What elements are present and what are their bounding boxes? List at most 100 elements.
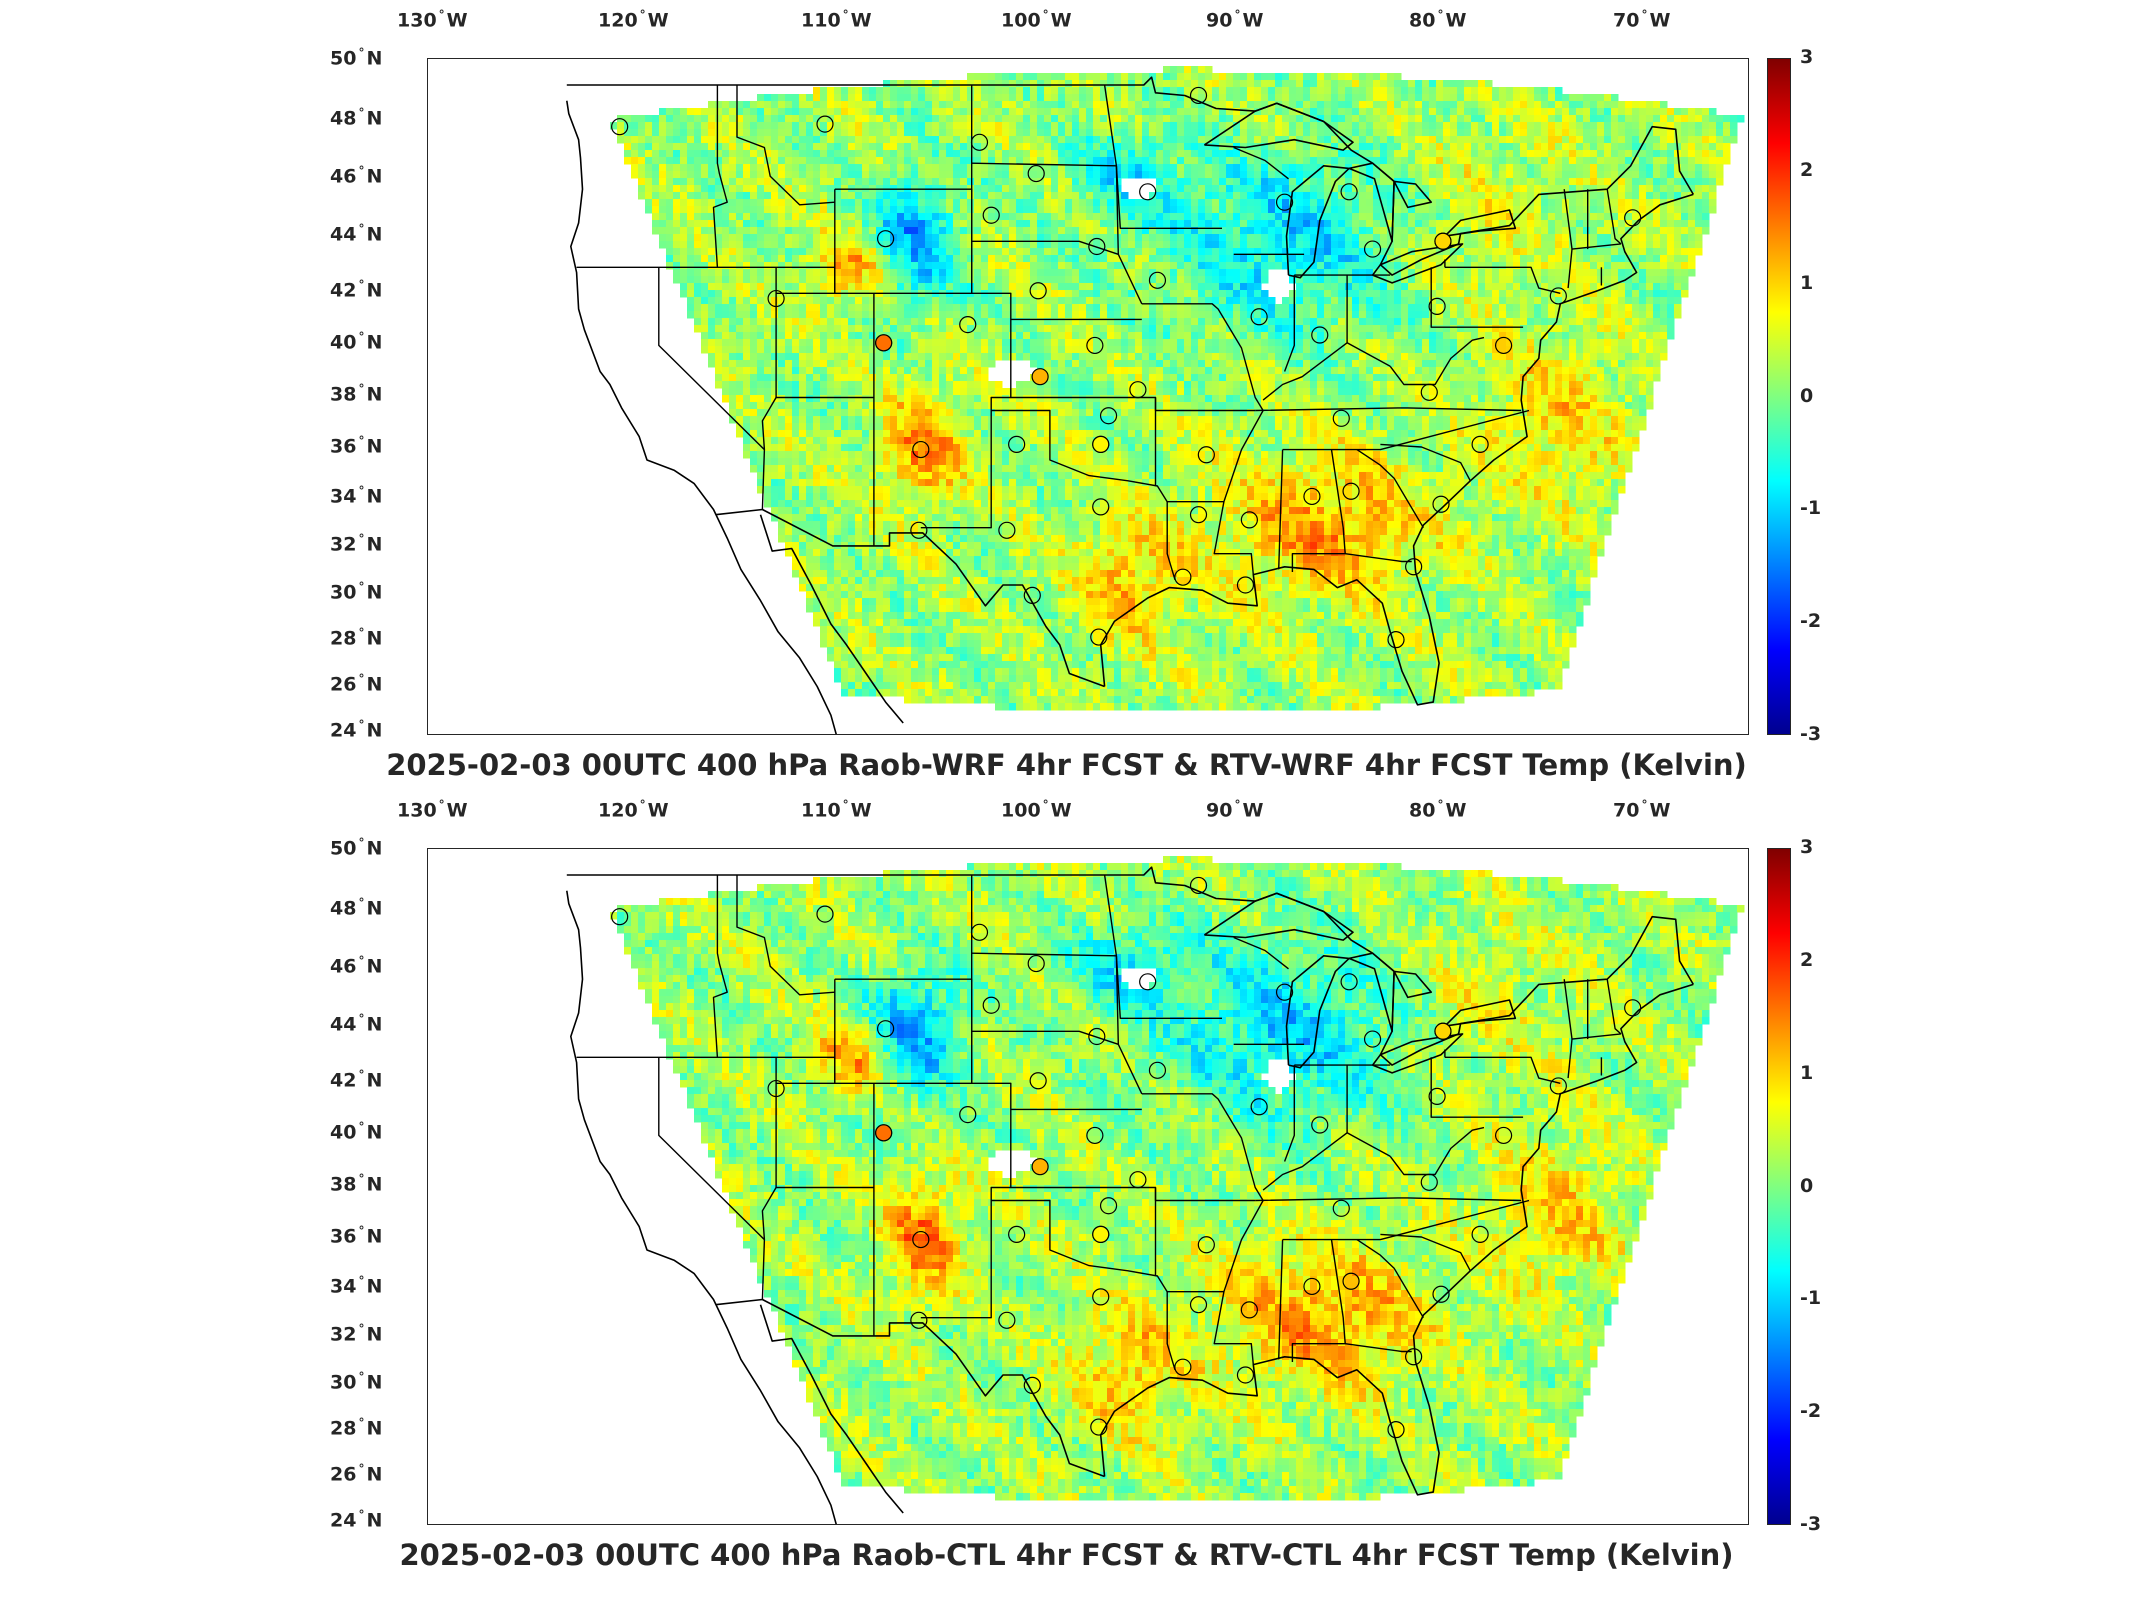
field-cell (736, 157, 744, 165)
field-cell (1401, 255, 1409, 263)
field-cell (820, 283, 828, 291)
field-cell (855, 129, 863, 137)
field-cell (1583, 136, 1591, 144)
field-cell (813, 199, 821, 207)
field-cell (1604, 136, 1612, 144)
field-cell (1513, 206, 1521, 214)
field-cell (1023, 248, 1031, 256)
field-cell (1240, 297, 1248, 305)
field-cell (1457, 227, 1465, 235)
field-cell (694, 213, 702, 221)
field-cell (1534, 178, 1542, 186)
field-cell (1653, 227, 1661, 235)
lat-tick-label: 24 ° N (330, 718, 382, 741)
field-cell (1303, 227, 1311, 235)
field-cell (1492, 150, 1500, 158)
field-cell (1611, 94, 1619, 102)
field-cell (694, 227, 702, 235)
field-cell (729, 220, 737, 228)
field-cell (778, 248, 786, 256)
field-cell (1730, 115, 1738, 123)
field-cell (1268, 94, 1276, 102)
field-cell (1660, 150, 1668, 158)
field-cell (1485, 80, 1493, 88)
field-cell (1548, 241, 1556, 249)
field-cell (1408, 234, 1416, 242)
field-cell (1247, 122, 1255, 130)
field-cell (1226, 122, 1234, 130)
field-cell (1331, 150, 1339, 158)
field-cell (1079, 206, 1087, 214)
field-cell (932, 304, 940, 312)
field-cell (785, 143, 793, 151)
field-cell (1261, 136, 1269, 144)
field-cell (1121, 171, 1129, 179)
field-cell (1436, 276, 1444, 284)
field-cell (1478, 129, 1486, 137)
field-cell (1184, 80, 1192, 88)
field-cell (1009, 241, 1017, 249)
field-cell (1492, 213, 1500, 221)
field-cell (1233, 199, 1241, 207)
field-cell (708, 255, 716, 263)
field-cell (1632, 108, 1640, 116)
field-cell (1443, 143, 1451, 151)
field-cell (764, 108, 772, 116)
field-cell (1681, 199, 1689, 207)
field-cell (869, 227, 877, 235)
field-cell (1037, 199, 1045, 207)
field-cell (876, 276, 884, 284)
field-cell (1324, 206, 1332, 214)
field-cell (1149, 143, 1157, 151)
field-cell (624, 136, 632, 144)
field-cell (1107, 115, 1115, 123)
field-cell (1450, 283, 1458, 291)
field-cell (876, 283, 884, 291)
field-cell (1625, 108, 1633, 116)
field-cell (1086, 297, 1094, 305)
field-cell (1261, 150, 1269, 158)
field-cell (1667, 171, 1675, 179)
field-cell (841, 297, 849, 305)
field-cell (1450, 255, 1458, 263)
field-cell (1478, 262, 1486, 270)
field-cell (1478, 241, 1486, 249)
field-cell (1254, 150, 1262, 158)
field-cell (1576, 269, 1584, 277)
field-cell (1184, 241, 1192, 249)
field-cell (1506, 164, 1514, 172)
field-cell (1058, 262, 1066, 270)
field-cell (1247, 185, 1255, 193)
field-cell (1345, 157, 1353, 165)
field-cell (1142, 143, 1150, 151)
field-cell (1569, 178, 1577, 186)
field-cell (1149, 129, 1157, 137)
field-cell (813, 157, 821, 165)
field-cell (1639, 129, 1647, 137)
field-cell (1380, 304, 1388, 312)
field-cell (925, 108, 933, 116)
field-cell (1254, 115, 1262, 123)
field-cell (701, 227, 709, 235)
field-cell (694, 192, 702, 200)
field-cell (750, 101, 758, 109)
field-cell (1030, 220, 1038, 228)
field-cell (1254, 276, 1262, 284)
field-cell (1191, 234, 1199, 242)
field-cell (1401, 101, 1409, 109)
field-cell (848, 206, 856, 214)
field-cell (1541, 297, 1549, 305)
field-cell (1086, 129, 1094, 137)
field-cell (1030, 283, 1038, 291)
field-cell (834, 115, 842, 123)
field-cell (1226, 276, 1234, 284)
field-cell (1443, 122, 1451, 130)
field-cell (904, 122, 912, 130)
field-cell (1373, 262, 1381, 270)
field-cell (1310, 213, 1318, 221)
field-cell (1485, 192, 1493, 200)
field-cell (1093, 283, 1101, 291)
field-cell (715, 276, 723, 284)
field-cell (1639, 248, 1647, 256)
field-cell (1317, 290, 1325, 298)
